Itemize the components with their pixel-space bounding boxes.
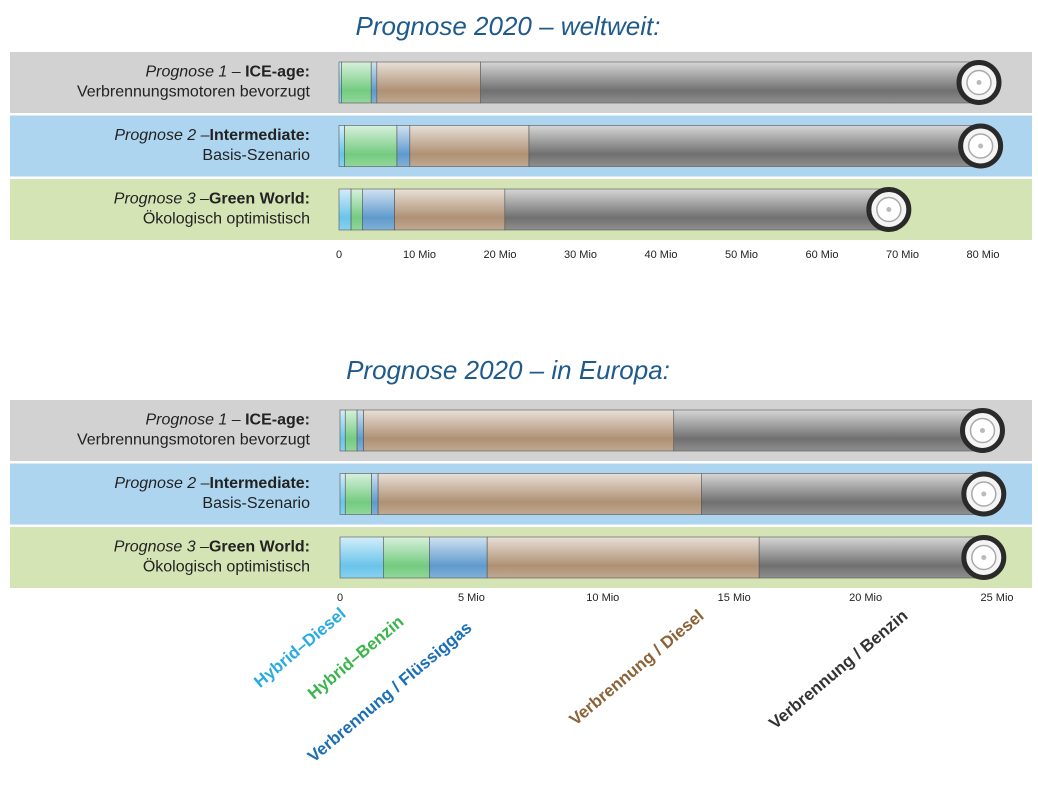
x-tick-label: 80 Mio [966, 249, 999, 261]
category-description: Basis-Szenario [202, 147, 310, 164]
category-prefix: Prognose 2 – [114, 127, 209, 144]
category-description: Ökologisch optimistisch [143, 210, 310, 228]
x-tick-label: 20 Mio [849, 592, 882, 604]
bar-segment [504, 188, 894, 231]
x-tick-label: 25 Mio [980, 592, 1013, 604]
bar-segment [673, 409, 987, 452]
bar-segment [376, 61, 481, 104]
x-tick-label: 0 [336, 249, 342, 261]
category-description: Ökologisch optimistisch [143, 558, 310, 576]
x-tick-label: 50 Mio [725, 249, 758, 261]
bar-segment [758, 536, 989, 579]
x-tick-label: 30 Mio [564, 249, 597, 261]
category-description: Verbrennungsmotoren bevorzugt [77, 84, 311, 101]
bar-segment [344, 409, 358, 452]
category-label: Prognose 1 – ICE-age: [145, 412, 310, 429]
category-title: Intermediate: [210, 475, 310, 492]
bar-segment [350, 188, 363, 231]
x-tick-label: 10 Mio [586, 592, 619, 604]
bar-segment [338, 125, 345, 167]
bar-segment [338, 61, 342, 104]
chart-title: Prognose 2020 – in Europa: [346, 355, 670, 385]
category-label: Prognose 3 –Green World: [114, 191, 310, 208]
legend-label: Verbrennung / Benzin [765, 606, 911, 733]
x-tick-label: 20 Mio [483, 249, 516, 261]
category-prefix: Prognose 1 – [145, 412, 245, 429]
category-title: Green World: [209, 191, 310, 208]
hub [981, 491, 987, 497]
hub [979, 428, 985, 433]
bar-segment [339, 536, 384, 579]
category-prefix: Prognose 3 – [114, 539, 209, 556]
bar-segment [429, 536, 488, 579]
bar-segment [377, 473, 702, 515]
bar-segment [370, 61, 378, 104]
category-title: ICE-age: [245, 412, 310, 429]
bar-segment [363, 409, 675, 452]
bar-segment [371, 473, 379, 515]
category-description: Verbrennungsmotoren bevorzugt [77, 432, 311, 449]
category-label: Prognose 1 – ICE-age: [145, 64, 310, 81]
bar-segment [383, 536, 430, 579]
hub [978, 143, 984, 149]
category-prefix: Prognose 3 – [114, 191, 209, 208]
x-tick-label: 10 Mio [403, 249, 436, 261]
bar-segment [356, 409, 364, 452]
category-prefix: Prognose 2 – [114, 475, 209, 492]
bar-segment [701, 473, 989, 515]
bar-segment [528, 125, 985, 167]
category-title: Green World: [209, 539, 310, 556]
category-label: Prognose 3 –Green World: [114, 539, 310, 556]
x-tick-label: 5 Mio [458, 592, 485, 604]
hub [976, 80, 982, 85]
bar-segment [339, 409, 346, 452]
category-title: Intermediate: [210, 127, 310, 144]
bar-segment [339, 473, 346, 515]
x-tick-label: 60 Mio [805, 249, 838, 261]
x-tick-label: 40 Mio [644, 249, 677, 261]
hub [886, 207, 892, 212]
x-tick-label: 0 [337, 592, 343, 604]
x-tick-label: 15 Mio [718, 592, 751, 604]
category-label: Prognose 2 –Intermediate: [114, 475, 310, 492]
chart-title: Prognose 2020 – weltweit: [356, 11, 661, 41]
category-description: Basis-Szenario [202, 495, 310, 512]
bar-segment [362, 188, 395, 231]
bar-segment [396, 125, 411, 167]
bar-segment [480, 61, 984, 104]
legend-label: Verbrennung / Diesel [566, 606, 708, 729]
bar-segment [486, 536, 760, 579]
bar-segment [344, 473, 372, 515]
bar-segment [338, 188, 352, 231]
bar-segment [341, 61, 372, 104]
hub [981, 555, 987, 560]
bar-segment [344, 125, 398, 167]
bar-segment [409, 125, 530, 167]
x-tick-label: 70 Mio [886, 249, 919, 261]
category-title: ICE-age: [245, 64, 310, 81]
bar-segment [394, 188, 506, 231]
category-prefix: Prognose 1 – [145, 64, 245, 81]
category-label: Prognose 2 –Intermediate: [114, 127, 310, 144]
